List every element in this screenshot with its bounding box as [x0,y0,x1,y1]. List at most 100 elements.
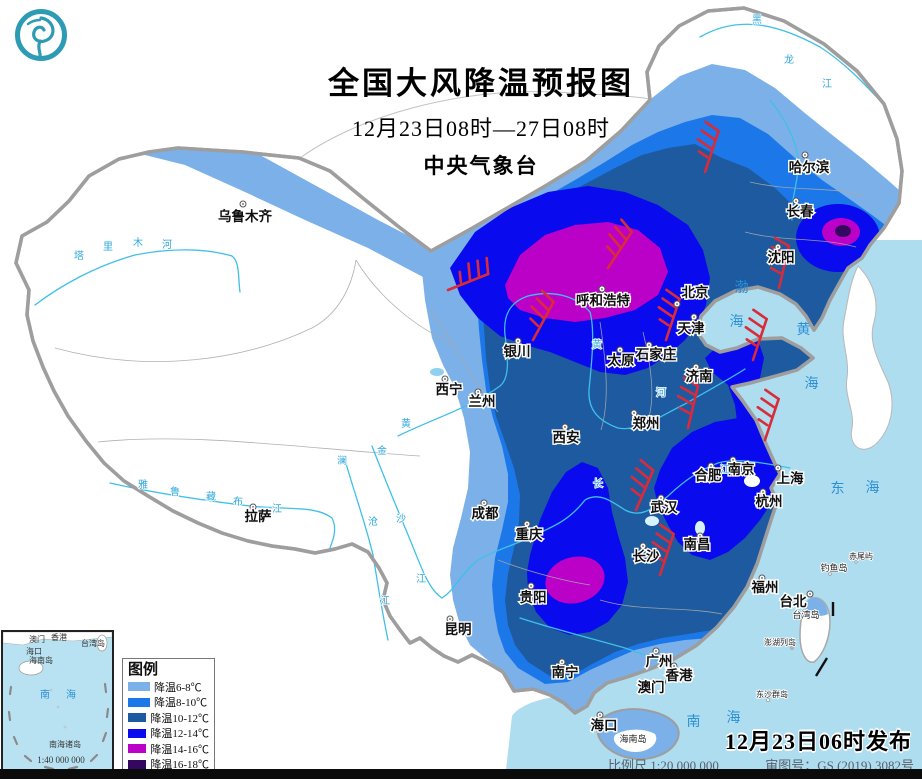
penghu-islands [790,646,794,650]
city-zhengzhou: 郑州 [630,409,661,432]
legend-label: 降温14-16℃ [150,743,209,756]
legend-item: 降温8-10℃ [128,695,209,711]
inset-scale: 1:40 000 000 [37,755,85,765]
island-label: 赤尾屿 [849,552,873,561]
city-macau: 澳门 [636,678,666,696]
china-border-stroke [14,6,904,715]
city-label: 香港 [665,667,694,683]
city-tianjin: 天津 [676,313,706,337]
river-label: 江 [720,464,730,476]
city-label: 上海 [777,470,805,486]
map-title: 全国大风降温预报图 [328,66,634,101]
city-lanzhou: 兰州 [467,388,497,410]
inset-label-taiwan: 台湾岛 [81,638,105,648]
city-lhasa: 拉萨 [243,503,273,525]
sea-label: 东 [831,481,846,497]
city-label: 济南 [686,368,713,384]
sea-label: 海 [727,710,742,726]
inset-label-islands: 南海诸岛 [49,739,81,749]
inset-label-haikou: 海口 [26,646,42,656]
city-label: 台北 [780,593,808,609]
title-block: 全国大风降温预报图 12月23日08时—27日08时 中央气象台 [266,58,696,180]
city-xining: 西宁 [434,375,464,398]
river-label: 沙 [396,513,406,525]
city-shijiazhuang: 石家庄 [633,341,678,363]
taihu-lake [744,475,760,487]
city-label: 成都 [472,505,499,521]
city-nanchang: 南昌 [682,532,712,553]
sea-boundary-dashes [814,602,835,677]
river-label: 鲁 [170,485,180,498]
river-label: 澜 [337,455,347,467]
river-label: 江 [380,595,390,607]
legend-item: 降温6-8℃ [128,679,209,695]
legend: 图例 降温6-8℃ 降温8-10℃ 降温10-12℃ 降温12-14℃ 降温14… [122,658,215,772]
city-label: 石家庄 [635,346,677,362]
city-hongkong: 香港 [663,662,694,684]
cma-logo-icon [15,9,67,61]
legend-label: 降温16-18℃ [150,759,209,772]
city-label: 广州 [646,653,673,669]
island-label: 东沙群岛 [756,689,788,699]
river-label: 河 [162,239,172,251]
river-label: 沧 [368,515,378,528]
legend-title: 图例 [128,662,159,678]
city-fuzhou: 福州 [749,574,780,596]
korea-land [842,265,893,450]
sea-labels: 渤 海 黄 海 东 海 南 海 [687,280,881,730]
legend-label: 降温8-10℃ [154,697,208,710]
river-label: 雅 [138,478,148,491]
city-label: 重庆 [516,526,544,542]
legend-item: 降温12-14℃ [128,726,209,742]
forecast-period: 12月23日08时—27日08时 [351,116,610,141]
sea-label: 渤 [735,280,750,296]
river-label: 江 [416,573,426,585]
city-shanghai: 上海 [774,464,805,487]
river-label: 龙 [784,53,794,66]
city-hangzhou: 杭州 [754,488,784,510]
city-beijing: 北京 [673,283,710,308]
south-china-sea-inset: 澳门 香港 台湾岛 海口 海南岛 南 海 南海诸岛 1:40 000 000 [1,630,114,776]
river-label: 金 [377,444,387,457]
city-label: 天津 [678,320,706,336]
city-label: 南宁 [552,664,579,680]
region-cooling-16-18 [835,225,851,237]
sea-label: 海 [730,314,745,330]
river-label: 黑 [752,14,762,26]
city-label: 西宁 [436,381,463,397]
inset-label-hongkong: 香港 [51,632,67,642]
release-time: 12月23日06时发布 [724,729,912,754]
city-label: 银川 [504,343,531,359]
city-nanning: 南宁 [550,658,580,681]
city-label: 乌鲁木齐 [218,208,272,224]
inset-label-macau: 澳门 [29,634,45,644]
legend-item: 降温16-18℃ [128,757,209,773]
inset-taiwan [96,634,108,652]
city-label: 武汉 [651,499,679,515]
city-haikou: 海口 [589,711,619,734]
city-jinan: 济南 [684,363,714,385]
city-kunming: 昆明 [443,615,473,638]
city-taipei: 台北 [778,590,814,610]
city-label: 合肥 [695,467,723,483]
sea-label: 海 [805,376,820,392]
island-label: 澎湖列岛 [764,637,796,647]
region-cooling-14-16-south [545,556,605,604]
sea-label: 黄 [797,321,812,338]
city-label: 长春 [787,203,815,219]
chiwei-islet [854,560,858,564]
island-label: 台湾岛 [792,609,819,620]
city-xian: 西安 [551,423,581,446]
city-hefei: 合肥 [693,462,723,484]
city-guiyang: 贵阳 [518,582,548,606]
city-label: 太原 [608,352,636,368]
island-labels: 台湾岛 澎湖列岛 钓鱼岛 赤尾屿 东沙群岛 海南岛 [619,551,874,745]
city-wuhan: 武汉 [649,494,679,516]
river-label: 塔 [74,249,84,262]
legend-item: 降温14-16℃ [128,741,209,757]
sea-label: 海 [866,480,881,496]
region-cooling-12-14-east [654,418,782,560]
city-shenyang: 沈阳 [766,243,796,266]
city-label: 拉萨 [245,508,272,524]
